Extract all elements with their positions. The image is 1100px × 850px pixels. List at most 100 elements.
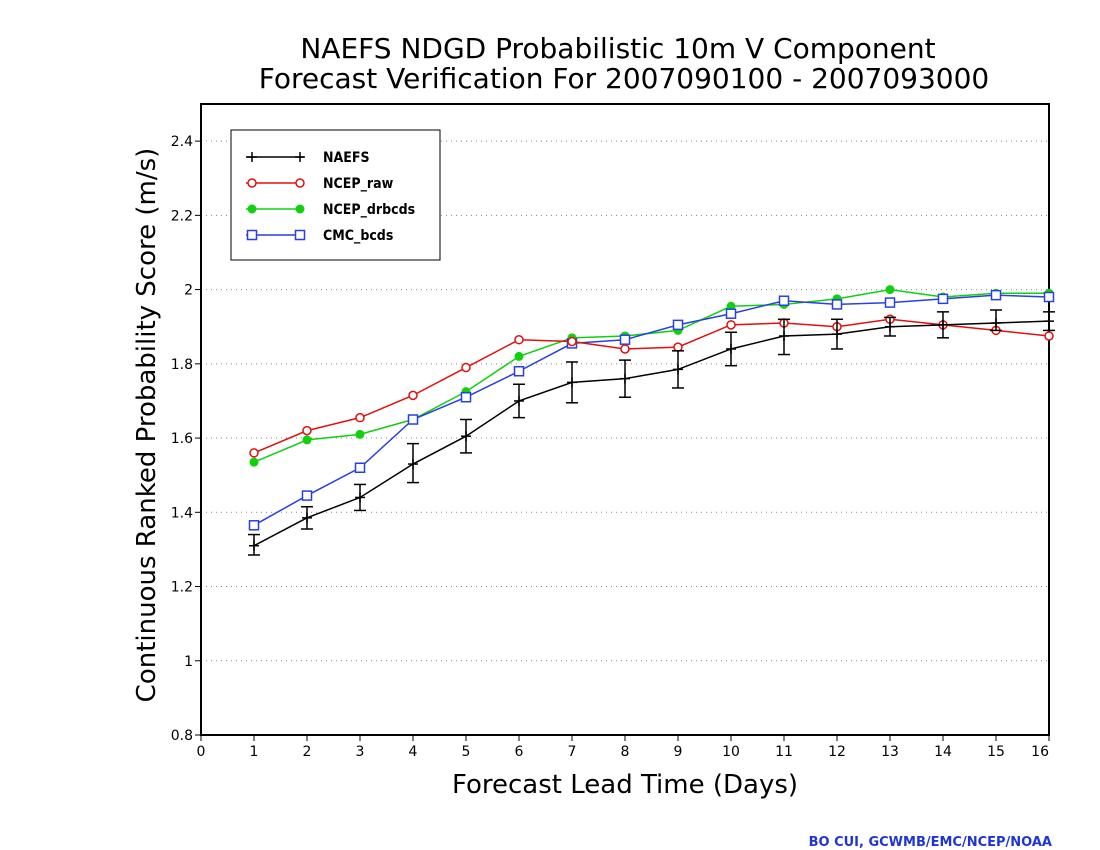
data-point-ncep-raw — [673, 342, 683, 352]
data-point-ncep-raw — [461, 362, 471, 373]
data-point-ncep-drbcds — [514, 351, 524, 361]
x-tick-label: 16 — [1031, 744, 1049, 760]
data-point-ncep-raw — [726, 320, 736, 330]
data-point-ncep-raw — [355, 412, 365, 423]
y-tick-label: 2.4 — [171, 134, 193, 150]
series-line-cmc-bcds — [253, 294, 1050, 526]
x-axis-label: Forecast Lead Time (Days) — [452, 770, 798, 800]
x-tick-label: 2 — [303, 744, 312, 760]
y-tick-label: 1.2 — [171, 580, 193, 596]
data-point-ncep-drbcds — [355, 429, 365, 439]
x-tick-label: 13 — [881, 744, 899, 760]
chart-title-line-1: NAEFS NDGD Probabilistic 10m V Component — [300, 32, 935, 65]
data-point-ncep-drbcds — [302, 435, 312, 445]
data-point-ncep-drbcds — [249, 457, 259, 467]
x-tick-label: 9 — [674, 744, 683, 760]
data-point-ncep-raw — [1044, 331, 1054, 341]
data-point-naefs — [408, 459, 418, 470]
legend-entry-ncep-drbcds: NCEP_drbcds — [246, 202, 415, 218]
series-cmc-bcds — [248, 289, 1055, 531]
data-point-naefs — [567, 377, 577, 388]
data-point-naefs — [832, 329, 842, 340]
data-point-naefs — [620, 373, 630, 384]
data-point-naefs — [726, 343, 736, 354]
x-tick-label: 12 — [828, 744, 846, 760]
series-naefs — [248, 309, 1055, 556]
axis-ticks: 0.811.21.41.61.822.22.40 1 2 3 4 5 6 7 8 9 10 11 12 1… — [171, 134, 1050, 760]
legend-marker — [295, 152, 305, 162]
data-point-ncep-raw — [567, 336, 577, 347]
data-point-naefs — [673, 364, 683, 375]
x-tick-label: 0 — [197, 744, 206, 760]
legend-entry-naefs: NAEFS — [246, 150, 370, 166]
data-point-ncep-raw — [620, 344, 630, 354]
legend: NAEFS NCEP_raw NCEP_drbcds CMC_bcds — [230, 129, 441, 261]
data-point-cmc-bcds — [937, 293, 949, 305]
legend-label: NAEFS — [323, 150, 370, 166]
y-tick-label: 1.8 — [171, 357, 193, 373]
legend-box — [230, 129, 441, 261]
data-point-cmc-bcds — [460, 391, 472, 403]
data-point-cmc-bcds — [990, 289, 1002, 301]
series-group — [248, 285, 1055, 556]
data-point-naefs — [355, 492, 365, 503]
series-line-naefs — [253, 320, 1050, 547]
legend-marker — [247, 178, 257, 188]
x-tick-label: 11 — [775, 744, 793, 760]
data-point-cmc-bcds — [831, 299, 843, 310]
series-line-ncep-raw — [253, 318, 1050, 454]
data-point-naefs — [461, 431, 471, 442]
series-line-ncep-drbcds — [253, 288, 1049, 463]
legend-entry-ncep-raw: NCEP_raw — [246, 176, 394, 192]
y-tick-label: 0.8 — [171, 728, 193, 744]
x-tick-label: 5 — [462, 744, 471, 760]
data-point-naefs — [249, 540, 259, 551]
data-point-naefs — [779, 330, 789, 341]
legend-marker — [295, 204, 305, 214]
x-tick-label: 14 — [934, 744, 952, 760]
series-ncep-drbcds — [249, 285, 1054, 467]
x-tick-label: 10 — [722, 744, 740, 760]
x-tick-label: 8 — [621, 744, 630, 760]
legend-marker — [295, 178, 305, 188]
data-point-naefs — [991, 317, 1001, 328]
x-tick-label: 6 — [515, 744, 524, 760]
data-point-naefs — [514, 395, 524, 406]
data-point-ncep-drbcds — [885, 285, 895, 295]
legend-label: NCEP_drbcds — [323, 202, 415, 218]
data-point-cmc-bcds — [513, 365, 525, 377]
legend-entry-cmc-bcds: CMC_bcds — [246, 228, 393, 244]
legend-marker — [247, 204, 257, 214]
legend-label: NCEP_raw — [323, 176, 394, 192]
y-tick-label: 1.4 — [171, 505, 193, 521]
y-tick-label: 2.2 — [171, 208, 193, 224]
data-point-naefs — [938, 319, 948, 330]
legend-marker — [294, 229, 306, 241]
data-point-cmc-bcds — [619, 334, 631, 345]
legend-label: CMC_bcds — [323, 228, 393, 244]
y-tick-label: 2 — [184, 283, 193, 299]
legend-marker — [246, 229, 258, 241]
data-point-cmc-bcds — [354, 462, 366, 474]
data-point-ncep-raw — [249, 448, 259, 458]
chart-title-line-2: Forecast Verification For 2007090100 - 2… — [259, 62, 989, 95]
series-ncep-raw — [249, 314, 1054, 458]
data-point-cmc-bcds — [884, 297, 896, 308]
data-point-naefs — [1044, 316, 1054, 327]
x-tick-label: 15 — [987, 744, 1005, 760]
legend-items: NAEFS NCEP_raw NCEP_drbcds CMC_bcds — [246, 150, 415, 244]
legend-marker — [247, 152, 257, 162]
data-point-cmc-bcds — [672, 319, 684, 331]
data-point-naefs — [302, 512, 312, 523]
data-point-cmc-bcds — [725, 308, 737, 319]
x-tick-label: 4 — [409, 744, 418, 760]
x-tick-label: 3 — [356, 744, 365, 760]
data-point-ncep-raw — [302, 425, 312, 436]
data-point-cmc-bcds — [407, 414, 419, 425]
data-point-naefs — [885, 321, 895, 332]
data-point-cmc-bcds — [301, 490, 313, 501]
data-point-cmc-bcds — [778, 295, 790, 306]
y-tick-label: 1 — [184, 654, 193, 670]
data-point-ncep-raw — [408, 390, 418, 401]
